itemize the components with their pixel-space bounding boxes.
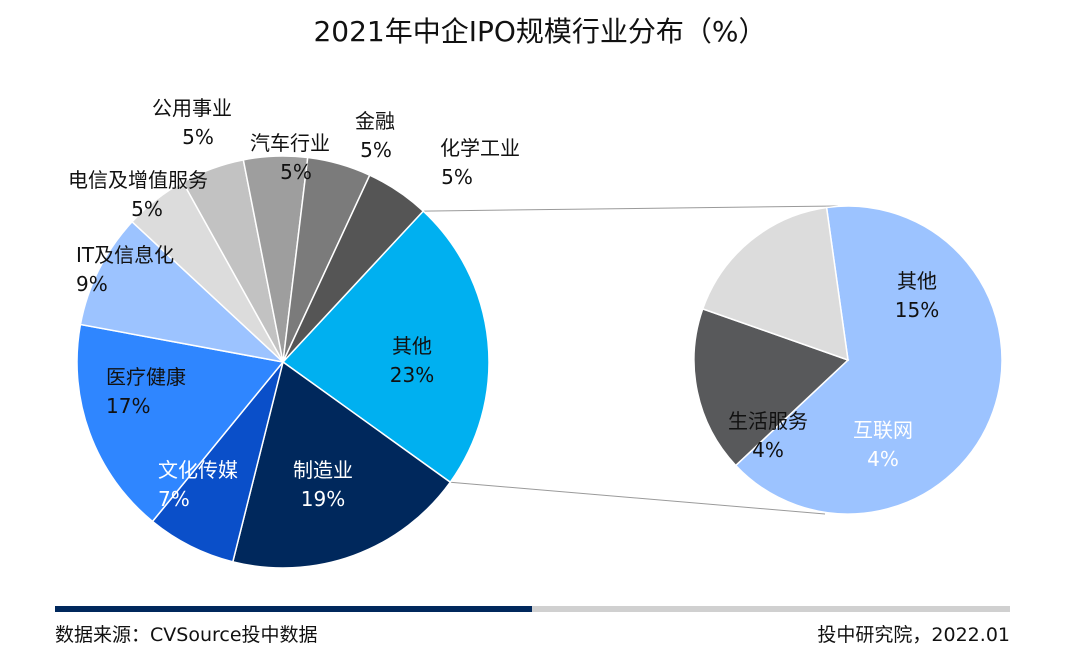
pie-label-value-4: 9% xyxy=(76,272,108,296)
sub-pie-label-name-1: 互联网 xyxy=(853,418,913,442)
pie-slice-4 xyxy=(79,220,286,364)
pie-label-name-8: 金融 xyxy=(355,109,395,133)
sub-pie-slice-2 xyxy=(701,206,849,362)
connector-lines xyxy=(423,205,839,515)
pie-label-value-5: 5% xyxy=(131,197,163,221)
pie-label-value-6: 5% xyxy=(182,125,214,149)
pie-label-name-1: 制造业 xyxy=(293,458,353,482)
connector-line-bottom xyxy=(450,481,826,515)
sub-pie xyxy=(693,205,1003,515)
source-note: 数据来源：CVSource投中数据 xyxy=(55,624,318,646)
pie-slice-0 xyxy=(281,210,490,484)
footer-bar-light xyxy=(532,606,1010,612)
sub-pie-slice-0 xyxy=(734,205,1003,515)
sub-pie-label-name-2: 生活服务 xyxy=(728,409,808,433)
pie-label-name-4: IT及信息化 xyxy=(76,243,174,267)
footer-bar-dark xyxy=(55,606,532,612)
pie-label-name-6: 公用事业 xyxy=(152,96,232,120)
main-pie xyxy=(76,155,490,569)
pie-label-name-2: 文化传媒 xyxy=(158,458,238,482)
pie-label-name-0: 其他 xyxy=(392,334,432,358)
pie-label-value-1: 19% xyxy=(301,487,345,511)
pie-label-name-9: 化学工业 xyxy=(440,136,520,160)
sub-pie-label-value-0: 15% xyxy=(895,298,939,322)
connector-line-top xyxy=(423,205,839,212)
pie-slice-3 xyxy=(76,323,285,523)
pie-label-value-2: 7% xyxy=(158,487,190,511)
pie-label-value-3: 17% xyxy=(106,394,150,418)
sub-pie-label-value-2: 4% xyxy=(752,438,784,462)
pie-label-value-9: 5% xyxy=(441,165,473,189)
sub-pie-label-name-0: 其他 xyxy=(897,269,937,293)
pie-label-value-7: 5% xyxy=(280,160,312,184)
pie-label-value-8: 5% xyxy=(360,138,392,162)
slice-labels: 其他 23% 制造业 19% 文化传媒 7% 医疗健康 17% IT及信息化 9% 电信及增值服务 5… xyxy=(68,96,939,511)
chart-title: 2021年中企IPO规模行业分布（%） xyxy=(313,15,767,48)
pie-label-name-5: 电信及增值服务 xyxy=(68,168,208,192)
pie-slice-1 xyxy=(231,360,452,569)
pie-slice-9 xyxy=(282,174,425,363)
publisher-note: 投中研究院，2022.01 xyxy=(817,624,1010,646)
pie-label-value-0: 23% xyxy=(390,363,434,387)
pie-label-name-3: 医疗健康 xyxy=(106,365,186,389)
sub-pie-slice-1 xyxy=(693,307,850,467)
sub-pie-label-value-1: 4% xyxy=(867,447,899,471)
pie-label-name-7: 汽车行业 xyxy=(250,131,330,155)
